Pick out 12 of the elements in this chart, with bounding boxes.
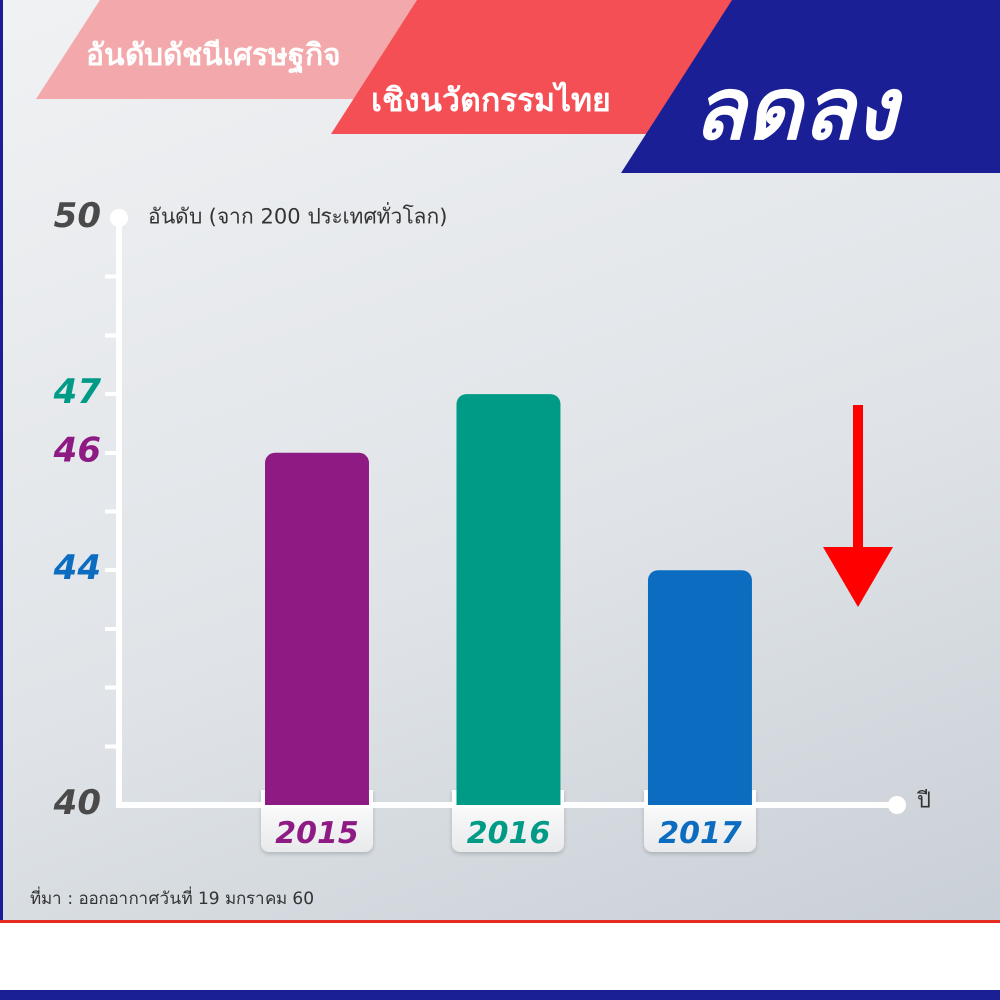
- chart-title: อันดับดัชนีเศรษฐกิจ เชิงนวัตกรรมไทย: [86, 38, 611, 120]
- y-tick-label: 47: [52, 372, 102, 412]
- y-tick-label: 44: [52, 548, 101, 588]
- y-tick-label: 46: [52, 430, 101, 471]
- y-tick-label: 40: [52, 782, 101, 823]
- x-tick-label: 2015: [275, 816, 359, 851]
- x-tick-label: 2016: [466, 816, 550, 851]
- y-axis-title: อันดับ (จาก 200 ประเทศทั่วโลก): [148, 201, 448, 228]
- y-tick-label: 50: [54, 196, 101, 236]
- x-tick-label: 2017: [658, 816, 742, 851]
- x-axis-title: ปี: [916, 788, 931, 814]
- text: ที่มา : ออกอากาศวันที่ 19 มกราคม 60: [30, 886, 314, 911]
